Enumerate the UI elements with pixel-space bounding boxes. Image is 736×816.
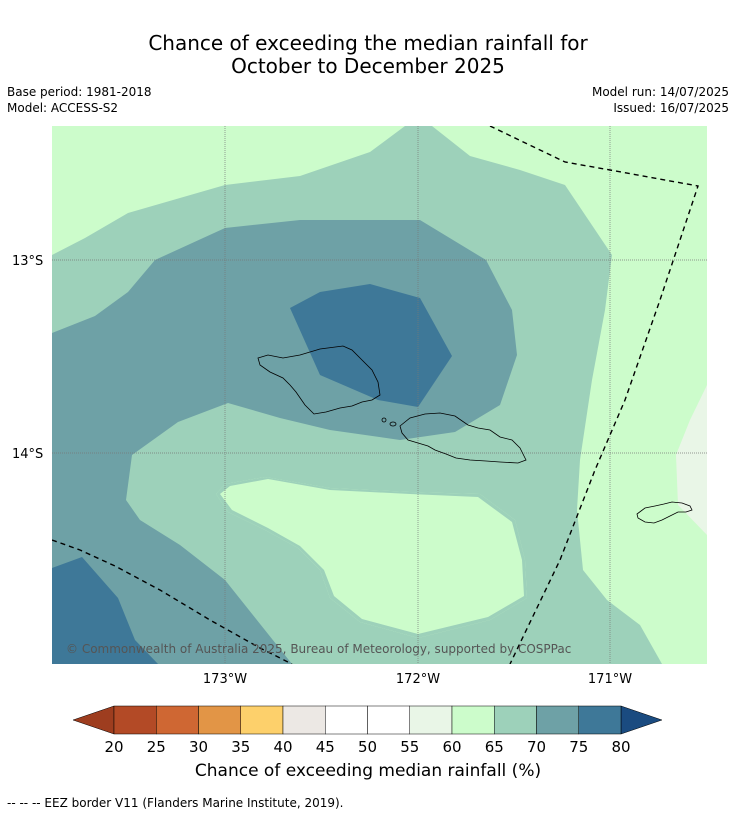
lon-label-173w: 173°W (203, 672, 247, 687)
colorbar-bin (494, 705, 537, 735)
title-line-1: Chance of exceeding the median rainfall … (148, 31, 588, 55)
colorbar-tick-label: 20 (104, 738, 124, 756)
tutuila-island (636, 501, 693, 524)
colorbar-bin (156, 705, 199, 735)
colorbar-tick-label: 65 (484, 738, 504, 756)
gridlines (52, 126, 707, 664)
lon-label-172w: 172°W (396, 672, 440, 687)
colorbar-bin (240, 705, 284, 735)
colorbar-boxes (113, 705, 622, 735)
upolu-island (399, 412, 527, 464)
apolima-island (381, 417, 387, 423)
colorbar-tick-label: 50 (357, 738, 378, 756)
colorbar-bin (578, 705, 622, 735)
colorbar-bin (451, 705, 495, 735)
lat-label-13s: 13°S (12, 254, 43, 269)
colorbar-bin (113, 705, 157, 735)
colorbar-tick-label: 70 (526, 738, 547, 756)
colorbar-bin (282, 705, 326, 735)
region-55-60 (676, 385, 707, 535)
colorbar-tick-label: 80 (611, 738, 631, 756)
colorbar-tick-label: 30 (188, 738, 209, 756)
colorbar-tick-label: 40 (273, 738, 293, 756)
colorbar-bin (409, 705, 453, 735)
copyright-text: © Commonwealth of Australia 2025, Bureau… (66, 642, 571, 656)
issued-date: Issued: 16/07/2025 (613, 101, 729, 115)
region-60-65-core (220, 479, 524, 634)
colorbar-tick-label: 75 (569, 738, 589, 756)
model-name: Model: ACCESS-S2 (7, 101, 119, 115)
colorbar-bin (325, 705, 368, 735)
eez-borders (52, 126, 699, 664)
colorbar-bin (536, 705, 579, 735)
colorbar-tick-label: 35 (231, 738, 251, 756)
manono-island (389, 421, 397, 427)
eez-footer-note: -- -- -- EEZ border V11 (Flanders Marine… (7, 796, 344, 810)
title-line-2: October to December 2025 (231, 54, 505, 78)
colorbar (72, 705, 663, 735)
colorbar-tick-label: 25 (146, 738, 166, 756)
colorbar-high-arrow (620, 705, 663, 735)
region-75-80-southwest (52, 557, 158, 664)
colorbar-tick-label: 45 (315, 738, 335, 756)
model-run: Model run: 14/07/2025 (591, 85, 729, 99)
lat-label-14s: 14°S (12, 447, 43, 462)
colorbar-bin (367, 705, 410, 735)
savaii-island (257, 345, 381, 415)
colorbar-low-arrow (72, 705, 115, 735)
colorbar-tick-label: 55 (400, 738, 420, 756)
colorbar-title: Chance of exceeding median rainfall (%) (194, 761, 542, 781)
colorbar-tick-label: 60 (442, 738, 462, 756)
base-period: Base period: 1981-2018 (7, 85, 152, 99)
lon-label-171w: 171°W (588, 672, 632, 687)
map-area: © Commonwealth of Australia 2025, Bureau… (52, 126, 707, 664)
region-75-80-north (290, 284, 452, 407)
colorbar-bin (198, 705, 241, 735)
